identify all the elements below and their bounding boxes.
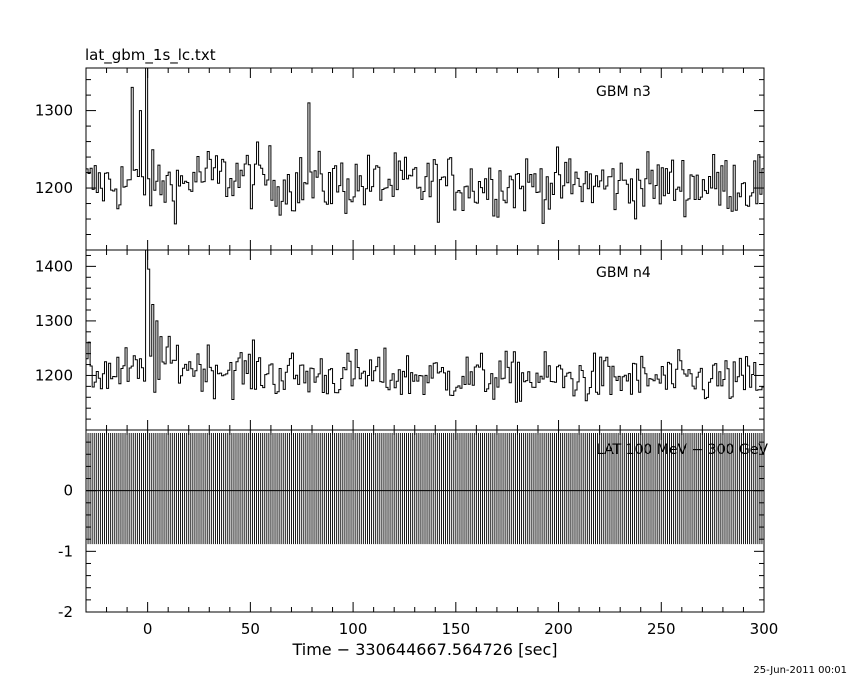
panel3-label: LAT 100 MeV − 300 GeV [596,442,768,458]
y-tick-label: 1300 [35,102,73,120]
chart-title: lat_gbm_1s_lc.txt [85,46,216,65]
panel1-label: GBM n3 [596,84,651,100]
panel-frame [85,249,765,431]
y-tick-label: 1200 [35,179,73,197]
x-axis-label: Time − 330644667.564726 [sec] [291,640,557,659]
x-tick-label: 200 [544,620,573,638]
x-tick-label: 250 [647,620,676,638]
x-tick-label: 150 [441,620,470,638]
y-tick-label: -1 [58,542,73,560]
x-tick-label: 300 [750,620,779,638]
y-tick-label: -2 [58,603,73,621]
x-tick-label: 50 [241,620,260,638]
series-line-n3 [86,68,764,225]
y-tick-label: 1200 [35,366,73,384]
footer-date: 25-Jun-2011 00:01 [753,665,847,676]
lat-spikes [86,433,764,545]
x-tick-label: 100 [339,620,368,638]
x-tick-label: 0 [143,620,153,638]
y-tick-label: 1400 [35,257,73,275]
panel-frame [85,67,765,251]
panel2-label: GBM n4 [596,265,651,281]
series-line-n4 [86,250,764,403]
y-tick-label: 1300 [35,312,73,330]
y-tick-label: 0 [63,482,73,500]
panel-frame [85,429,765,613]
